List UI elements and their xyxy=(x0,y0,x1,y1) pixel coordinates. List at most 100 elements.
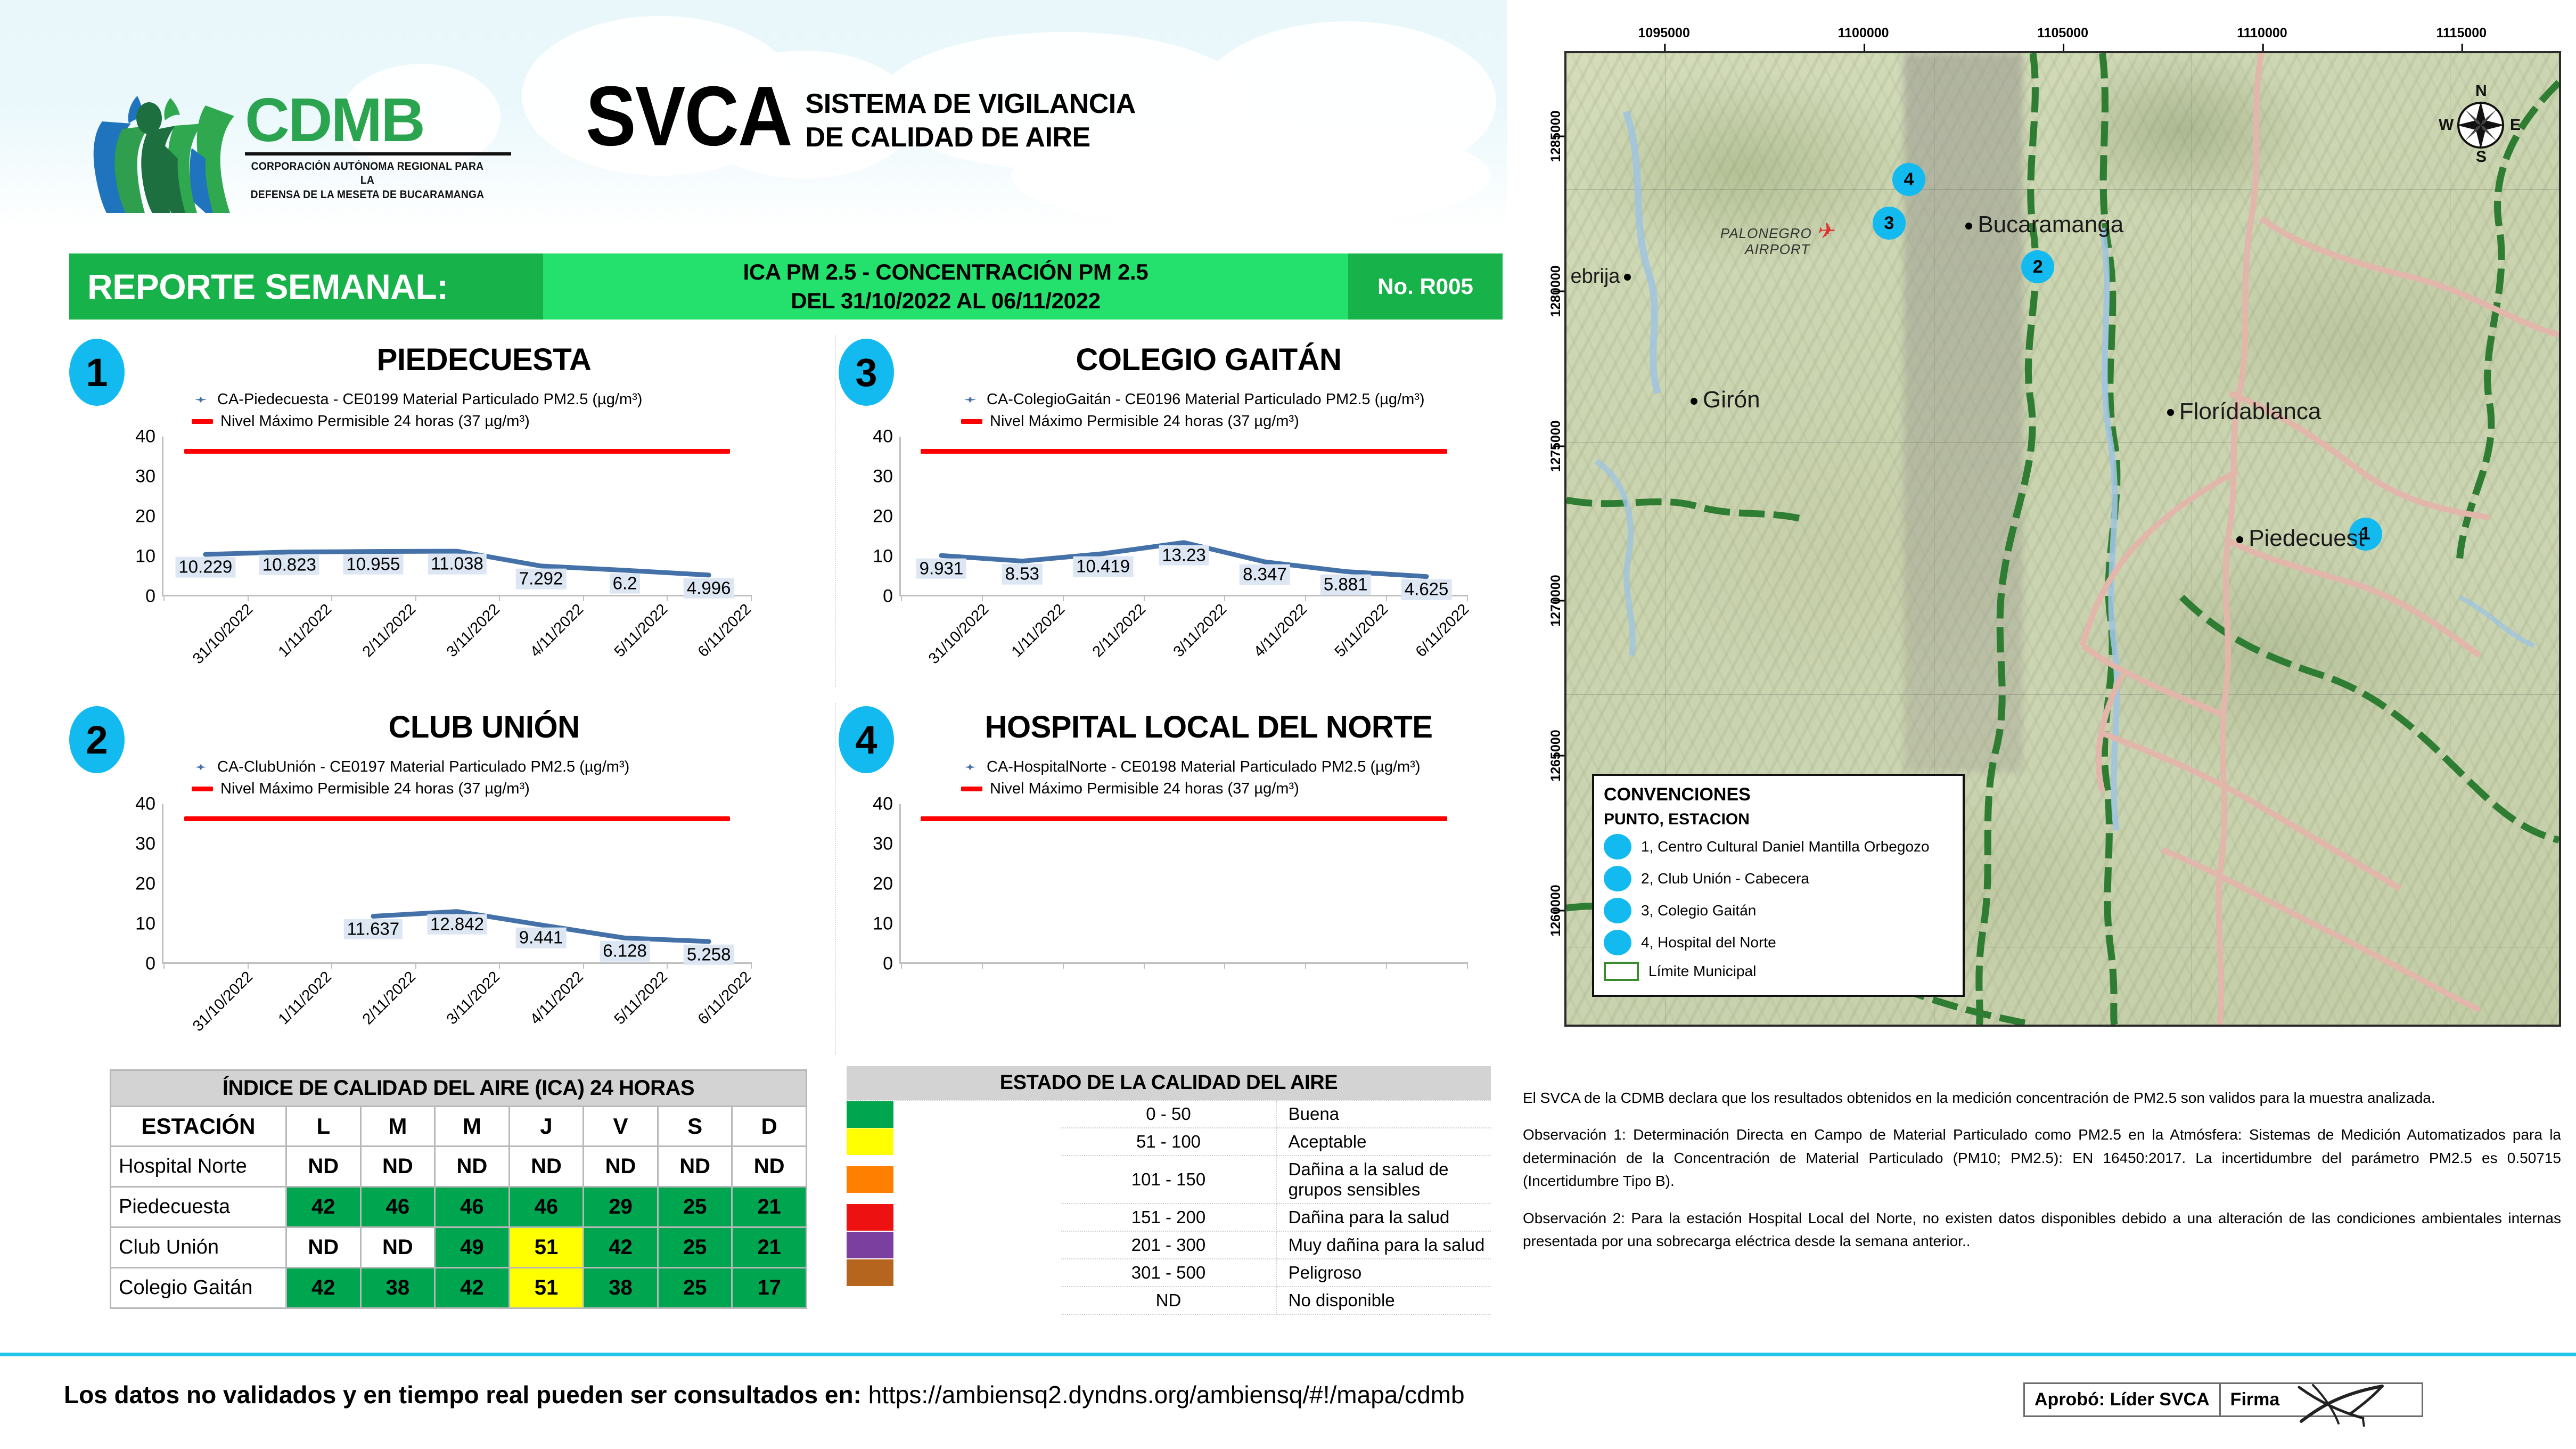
data-label: 6.128 xyxy=(600,940,650,962)
x-axis-tick-mark xyxy=(981,962,983,969)
map-legend-item: 2, Club Unión - Cabecera xyxy=(1604,866,1953,891)
x-axis-tick-mark xyxy=(163,962,165,969)
x-axis-tick-mark xyxy=(667,962,668,969)
footer-divider xyxy=(0,1353,2576,1356)
y-axis-tick: 0 xyxy=(145,586,155,607)
cloud-decoration xyxy=(1012,122,1491,229)
ica-value-cell: 25 xyxy=(657,1186,733,1228)
legend-series-label: CA-ColegioGaitán - CE0196 Material Parti… xyxy=(987,391,1425,408)
x-axis-tick-label: 1/11/2022 xyxy=(275,601,335,661)
chart-panel-colegio-gaitan: 3 COLEGIO GAITÁN CA-ColegioGaitán - CE0196… xyxy=(839,335,1515,687)
ica-value-cell: 25 xyxy=(657,1226,733,1268)
map-y-tick-mark xyxy=(1553,135,1565,137)
ica-value-cell: ND xyxy=(657,1145,733,1188)
air-quality-legend-table: ESTADO DE LA CALIDAD DEL AIRE 0 - 50 Buen… xyxy=(847,1066,1491,1315)
signature-cell: Firma xyxy=(2219,1384,2422,1427)
x-axis-tick-mark xyxy=(1467,595,1468,601)
quality-description-label: Aceptable xyxy=(1276,1128,1491,1156)
chart-legend: CA-ClubUnión - CE0197 Material Particula… xyxy=(192,758,629,802)
municipal-boundary-line xyxy=(2456,80,2559,559)
compass-east-label: E xyxy=(2510,116,2521,134)
map-legend-box: CONVENCIONES PUNTO, ESTACION 1, Centro C… xyxy=(1592,774,1965,997)
municipal-boundary-swatch xyxy=(1604,962,1639,981)
quality-color-swatch xyxy=(847,1166,893,1193)
air-quality-legend-title: ESTADO DE LA CALIDAD DEL AIRE xyxy=(847,1066,1491,1101)
approval-box: Aprobó: Líder SVCA Firma xyxy=(2023,1382,2423,1427)
x-axis-tick-label: 3/11/2022 xyxy=(443,968,503,1028)
chart-number-badge: 2 xyxy=(69,706,125,773)
x-axis-tick-mark xyxy=(1143,962,1145,969)
road-network xyxy=(2079,53,2559,1025)
svca-subtitle: SISTEMA DE VIGILANCIA DE CALIDAD DE AIRE xyxy=(806,87,1136,155)
x-axis-tick-mark xyxy=(331,962,333,969)
map-pin-2[interactable]: 2 xyxy=(2021,250,2055,284)
footer-url[interactable]: https://ambiensq2.dyndns.org/ambiensq/#!… xyxy=(868,1381,1465,1409)
map-x-tick-mark xyxy=(2262,44,2264,55)
series-marker-icon xyxy=(192,762,210,773)
map-y-tick-mark xyxy=(1553,600,1565,602)
station-location-map: 1095000 1100000 1105000 1110000 1115000 1285… xyxy=(1523,10,2566,1053)
map-pin-3[interactable]: 3 xyxy=(1872,207,1906,240)
cdmb-wordmark: CDMB CORPORACIÓN AUTÓNOMA REGIONAL PARA … xyxy=(245,89,511,202)
compass-west-label: W xyxy=(2439,116,2454,134)
compass-north-label: N xyxy=(2475,82,2487,100)
series-marker-icon xyxy=(961,394,979,406)
footer-text: Los datos no validados y en tiempo real … xyxy=(64,1381,862,1409)
data-label: 12.842 xyxy=(427,914,487,935)
chart-title: CLUB UNIÓN xyxy=(388,710,580,744)
list-item: ND No disponible xyxy=(847,1287,1491,1315)
x-axis-tick-label: 4/11/2022 xyxy=(1251,601,1311,661)
x-axis-tick-label: 2/11/2022 xyxy=(359,601,419,661)
x-axis-tick-label: 6/11/2022 xyxy=(1412,601,1473,661)
data-label: 10.955 xyxy=(343,554,404,575)
cloud-decoration xyxy=(692,51,916,178)
ica-value-cell: 21 xyxy=(731,1186,807,1228)
station-dot-icon xyxy=(1604,898,1631,923)
y-axis: 40 30 20 10 0 xyxy=(860,794,899,974)
x-axis-labels: 31/10/2022 1/11/2022 2/11/2022 3/11/2022 4/1… xyxy=(163,965,755,1035)
ica-station-name: Club Unión xyxy=(110,1226,287,1268)
map-pin-1[interactable]: 1 xyxy=(2349,517,2382,551)
quality-description-label: No disponible xyxy=(1276,1287,1491,1315)
y-axis: 40 30 20 10 0 xyxy=(122,794,162,974)
table-row: Colegio Gaitán 42 38 42 51 38 25 17 xyxy=(110,1267,807,1309)
ica-value-cell: 46 xyxy=(508,1186,585,1228)
list-item: 201 - 300 Muy dañina para la salud xyxy=(847,1231,1491,1259)
x-axis-tick-mark xyxy=(247,962,249,969)
y-axis-tick: 10 xyxy=(135,546,155,567)
x-axis-tick-mark xyxy=(981,595,983,601)
legend-series-label: CA-Piedecuesta - CE0199 Material Particu… xyxy=(217,391,643,408)
data-label: 8.347 xyxy=(1240,564,1290,585)
quality-color-swatch xyxy=(847,1232,893,1258)
x-axis-tick-label: 2/11/2022 xyxy=(1089,601,1149,661)
ica-value-cell: 29 xyxy=(583,1186,659,1228)
ica-header-day: L xyxy=(285,1106,362,1147)
map-frame[interactable]: 1 2 3 4 Bucaramanga Girón Florídablanca … xyxy=(1564,51,2561,1027)
ica-station-name: Hospital Norte xyxy=(110,1145,287,1188)
map-label-floridablanca: Florídablanca xyxy=(2167,398,2321,425)
legend-limit-label: Nivel Máximo Permisible 24 horas (37 µg/… xyxy=(220,413,530,430)
plot-area: 10.229 10.823 10.955 11.038 7.292 6.2 4.996 xyxy=(163,437,752,601)
ica-value-cell: 21 xyxy=(731,1226,807,1268)
legend-limit-label: Nivel Máximo Permisible 24 horas (37 µg/… xyxy=(220,780,530,797)
plot-area: 11.637 12.842 9.441 6.128 5.258 xyxy=(163,804,752,969)
x-axis-tick-label: 3/11/2022 xyxy=(443,601,503,661)
observation-1-text: Observación 1: Determinación Directa en … xyxy=(1523,1126,2561,1190)
legend-series-label: CA-ClubUnión - CE0197 Material Particula… xyxy=(217,758,630,775)
data-label: 10.419 xyxy=(1073,556,1134,577)
x-axis-labels: 31/10/2022 1/11/2022 2/11/2022 3/11/2022 4/1… xyxy=(901,597,1472,667)
x-axis-tick-mark xyxy=(1386,962,1388,969)
x-axis-tick-label: 4/11/2022 xyxy=(527,601,587,661)
map-pin-4[interactable]: 4 xyxy=(1892,163,1926,197)
chart-title: COLEGIO GAITÁN xyxy=(1076,342,1342,377)
quality-range-label: 151 - 200 xyxy=(1061,1204,1277,1232)
svca-acronym: SVCA xyxy=(586,69,793,164)
y-axis-tick: 40 xyxy=(135,793,155,814)
limit-threshold-line xyxy=(921,816,1447,821)
legend-series-label: CA-HospitalNorte - CE0198 Material Parti… xyxy=(987,758,1421,775)
chart-plot: 40 30 20 10 0 10.229 10.823 10.955 11.038 7.292 6.… xyxy=(122,427,754,668)
x-axis-tick-mark xyxy=(1224,595,1226,601)
ica-value-cell: ND xyxy=(285,1145,362,1188)
river-line xyxy=(1594,459,1636,656)
legend-limit-row: Nivel Máximo Permisible 24 horas (37 µg/… xyxy=(961,780,1421,798)
